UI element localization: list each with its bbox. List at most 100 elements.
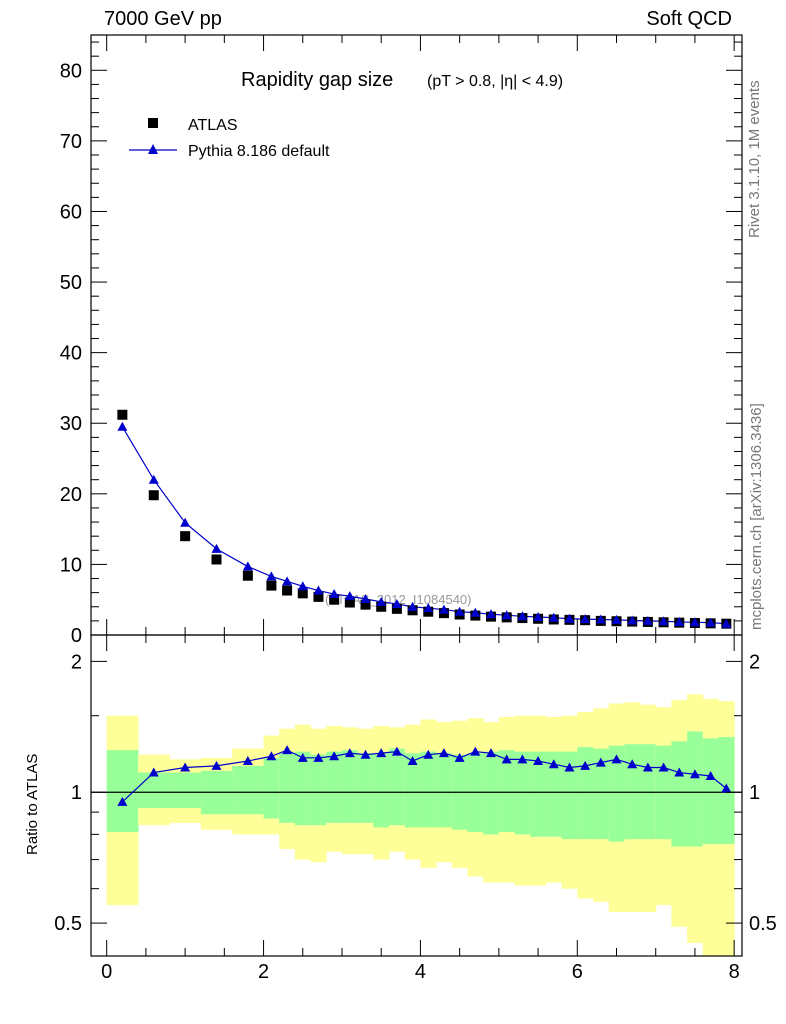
ratio-point (674, 767, 685, 777)
ratio-point (517, 754, 528, 764)
y-tick-label: 10 (60, 554, 82, 576)
ratio-point (117, 796, 128, 806)
chart-title-cut: (pT > 0.8, |η| < 4.9) (427, 73, 563, 90)
ratio-tick-label-left: 1 (71, 782, 82, 804)
pythia-point (595, 614, 606, 624)
ratio-axis-label: Ratio to ATLAS (24, 754, 41, 855)
pythia-point (391, 598, 402, 608)
ratio-point (580, 760, 591, 770)
inner-band-bin (341, 750, 359, 823)
atlas-point (282, 585, 293, 596)
inner-band-bin (561, 751, 578, 840)
inner-band-bin (577, 747, 594, 840)
x-tick-label: 0 (101, 961, 112, 983)
pythia-point (376, 596, 387, 606)
inner-band-bin (436, 753, 453, 828)
ratio-point (454, 752, 465, 762)
atlas-point (242, 570, 253, 581)
y-tick-label: 70 (60, 131, 82, 153)
ratio-point (564, 762, 575, 772)
pythia-point (674, 616, 685, 626)
ratio-point (211, 760, 222, 770)
legend: ATLAS Pythia 8.186 default (129, 117, 330, 160)
pythia-point (242, 561, 253, 571)
header-left-label: 7000 GeV pp (104, 8, 222, 30)
pythia-point (423, 603, 434, 613)
ratio-point (721, 783, 732, 793)
ratio-point (407, 755, 418, 765)
atlas-point (266, 580, 277, 591)
pythia-point (297, 581, 308, 591)
ratio-point (470, 746, 481, 756)
y-tick-label: 40 (60, 343, 82, 365)
y-tick-label: 80 (60, 60, 82, 82)
inner-band-bin (671, 741, 688, 847)
pythia-point (344, 591, 355, 601)
atlas-point (376, 601, 387, 612)
pythia-point (470, 607, 481, 617)
pythia-point (454, 606, 465, 616)
ratio-point (658, 762, 669, 772)
ratio-point (627, 759, 638, 769)
inner-band-bin (514, 751, 531, 835)
atlas-point (391, 603, 402, 614)
atlas-point (117, 409, 128, 420)
inner-band-bin (232, 765, 265, 815)
pythia-point (360, 594, 371, 603)
uncertainty-bands (106, 694, 735, 956)
inner-band-bin (498, 750, 516, 833)
inner-band-bin (357, 753, 374, 823)
inner-band-bin (592, 748, 610, 840)
ratio-point (642, 762, 653, 772)
ratio-point (376, 748, 387, 758)
inner-band-bin (530, 751, 547, 837)
ratio-point (689, 769, 700, 779)
pythia-point (580, 614, 591, 624)
legend-atlas-label: ATLAS (188, 117, 238, 134)
pythia-point (438, 604, 449, 614)
ratio-tick-label-left: 0.5 (54, 913, 82, 935)
atlas-point (344, 597, 355, 608)
inner-band-bin (263, 757, 280, 819)
pythia-point (705, 617, 716, 627)
ratio-point (438, 748, 449, 758)
inner-band-bin (169, 772, 202, 808)
pythia-point (642, 615, 653, 625)
pythia-point (564, 613, 575, 623)
y-tick-label: 50 (60, 272, 82, 294)
pythia-point (117, 421, 128, 431)
legend-pythia-label: Pythia 8.186 default (188, 143, 330, 160)
ratio-tick-label-right: 2 (749, 651, 760, 673)
pythia-point (266, 571, 277, 581)
inner-band-bin (326, 751, 343, 823)
x-tick-label: 2 (258, 961, 269, 983)
y-tick-label: 0 (71, 625, 82, 647)
inner-band-bin (420, 751, 437, 828)
ratio-point (148, 767, 159, 777)
x-tick-label: 4 (415, 961, 426, 983)
ratio-point (533, 755, 544, 765)
ratio-point (391, 746, 402, 756)
inner-band-bin (310, 754, 327, 826)
ratio-point (266, 751, 277, 761)
inner-band-bin (138, 772, 170, 808)
atlas-point (297, 588, 308, 599)
ratio-point (548, 759, 559, 769)
pythia-point (501, 610, 512, 620)
atlas-point (329, 594, 340, 605)
ratio-point (501, 754, 512, 764)
pythia-point (180, 517, 191, 527)
pythia-point (689, 617, 700, 627)
ratio-tick-label-right: 0.5 (749, 913, 777, 935)
inner-band-bin (608, 745, 625, 842)
atlas-point (211, 554, 222, 565)
pythia-point (407, 601, 418, 611)
pythia-point (721, 618, 732, 628)
ratio-point (313, 752, 324, 762)
pythia-point (517, 611, 528, 621)
ratio-point (611, 754, 622, 764)
ratio-point (595, 757, 606, 767)
pythia-point (282, 576, 293, 586)
chart-title: Rapidity gap size (241, 69, 393, 91)
